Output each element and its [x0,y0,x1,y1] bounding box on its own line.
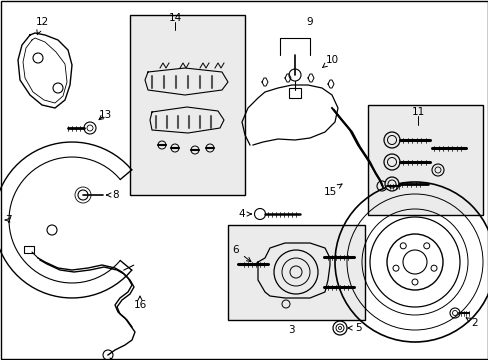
FancyBboxPatch shape [24,246,34,253]
Bar [227,225,364,320]
Circle shape [383,132,399,148]
Text: 14: 14 [168,13,181,23]
Text: 11: 11 [410,107,424,117]
Circle shape [431,164,443,176]
Text: 2: 2 [465,318,477,328]
Text: 15: 15 [323,184,341,197]
Bar [130,15,244,195]
Text: 7: 7 [5,215,11,225]
Text: 6: 6 [232,245,250,262]
Text: 8: 8 [106,190,119,200]
FancyBboxPatch shape [288,88,301,98]
Text: 12: 12 [35,17,48,35]
Text: 13: 13 [98,110,111,120]
Text: 4: 4 [238,209,251,219]
Text: 5: 5 [347,323,361,333]
Text: 3: 3 [287,325,294,335]
Circle shape [383,154,399,170]
Text: 10: 10 [322,55,338,68]
Text: 16: 16 [133,296,146,310]
Circle shape [384,177,398,191]
Bar [367,105,482,215]
Text: 1: 1 [0,359,1,360]
Text: 9: 9 [306,17,313,27]
